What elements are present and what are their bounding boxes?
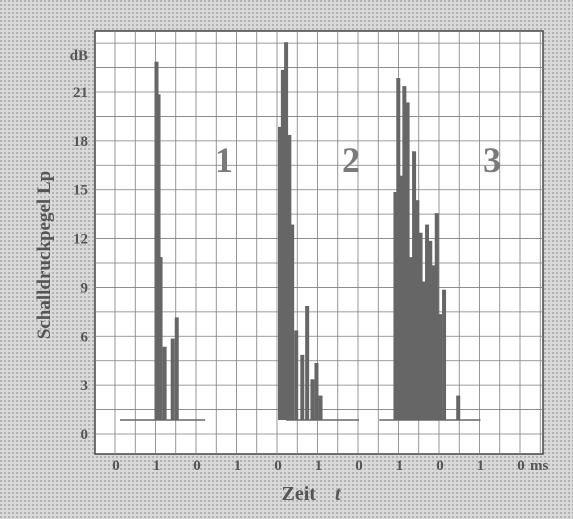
x-tick-label: 1 [234,458,242,474]
y-tick-label: 18 [73,134,88,150]
y-tick-label: 21 [73,85,88,101]
group-labels: 1 2 3 [215,140,501,180]
group-2-bar [294,330,299,420]
group-3-bar [442,289,447,420]
group-1-bar [162,346,167,420]
x-tick-labels: 0 1 0 1 0 1 0 1 0 1 0 [112,458,525,474]
group-3-bar [456,395,461,420]
x-tick-label: 0 [193,458,201,474]
group-2-bar [300,354,305,420]
y-tick-label: 6 [81,329,89,345]
group-3-bar [421,281,426,420]
x-tick-label: 1 [477,458,485,474]
group-3-bar [402,86,407,421]
y-tick-label: 0 [81,427,89,443]
group-3-bar [438,314,442,420]
group-3-bar [415,200,420,420]
group-3-bar [405,102,410,420]
group-2-bar [318,395,323,420]
group-3-bar [399,175,404,420]
x-tick-label: 0 [274,458,282,474]
y-tick-label: 15 [73,183,88,199]
y-tick-label: 12 [73,232,88,248]
x-tick-label: 0 [355,458,363,474]
group-2-bar [278,126,283,420]
y-tick-label: 3 [81,378,89,394]
group-3-bar [418,232,423,420]
group-1-bar [174,317,179,420]
group-3-bar [412,151,417,421]
x-tick-label: 0 [112,458,120,474]
x-tick-label: 0 [436,458,444,474]
group-2-bar [287,135,292,420]
x-axis-label-word: Zeit [282,483,317,505]
group-1-bar [156,94,161,421]
x-axis-label: Zeit t [282,483,342,505]
group-3-bar [431,265,436,420]
group-3-bar [434,213,439,420]
group-2-bar [305,306,310,420]
group-2-bar [314,363,319,420]
group-1-bar [154,61,159,420]
y-axis-label: Schalldruckpegel Lp [34,171,55,339]
x-tick-label: 0 [517,458,525,474]
group-1-bar [158,257,163,420]
x-tick-label: 1 [315,458,323,474]
x-unit-label: ms [530,458,548,474]
y-unit-label: dB [70,48,88,64]
group-2-bar [310,379,315,420]
y-tick-label: 9 [81,280,89,296]
group-1-bar [170,338,175,420]
x-tick-label: 1 [396,458,404,474]
group-3-bar [393,192,398,420]
plot-area [94,30,544,455]
group-3-bar [408,257,413,420]
group-3-bar [425,224,430,420]
group-2-bar [284,42,289,421]
x-axis-label-symbol: t [335,483,342,505]
group-3-bar [428,240,433,420]
y-tick-labels: 0 3 6 9 12 15 18 21 [73,85,89,443]
x-tick-label: 1 [153,458,161,474]
group-label-2: 2 [342,140,360,180]
group-label-3: 3 [483,140,501,180]
data-bars [120,42,481,421]
group-2-bar [280,69,285,420]
group-label-1: 1 [215,140,233,180]
group-3-bar [396,78,401,420]
group-2-bar [290,224,295,420]
